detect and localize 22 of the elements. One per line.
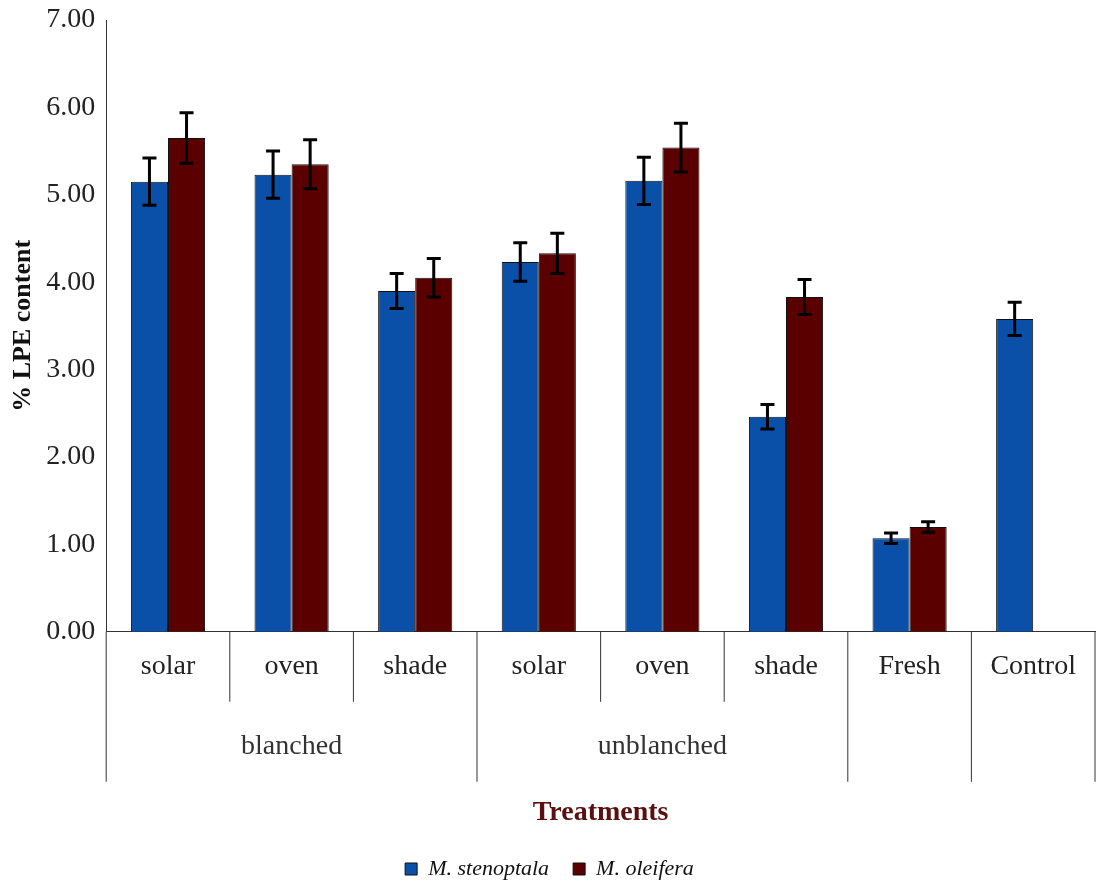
x-axis-title: Treatments xyxy=(532,795,669,827)
text: blanched xyxy=(241,729,343,761)
y-tick-label: 4.00 xyxy=(46,264,96,296)
x-tick-label: Fresh xyxy=(878,648,941,680)
x-tick-label: oven xyxy=(635,648,690,680)
y-axis-title: % LPE content xyxy=(7,239,37,412)
x-tick-label: solar xyxy=(140,648,196,680)
y-tick-label: 3.00 xyxy=(46,351,96,383)
x-tick-label: shade xyxy=(383,648,448,680)
x-tick-label: Control xyxy=(990,648,1077,680)
y-tick-label: 0.00 xyxy=(46,614,96,646)
x-tick-label: shade xyxy=(754,648,818,680)
text: unblanched xyxy=(597,729,727,761)
legend-label: M. stenoptala xyxy=(427,854,550,880)
y-tick-label: 2.00 xyxy=(46,439,96,471)
y-tick-label: 1.00 xyxy=(46,526,96,558)
x-tick-label: solar xyxy=(511,648,567,680)
x-tick-label: oven xyxy=(264,648,319,680)
y-tick-label: 7.00 xyxy=(46,2,96,34)
y-tick-label: 6.00 xyxy=(46,89,96,121)
legend-label: M. oleifera xyxy=(595,854,694,880)
y-tick-label: 5.00 xyxy=(46,177,96,209)
